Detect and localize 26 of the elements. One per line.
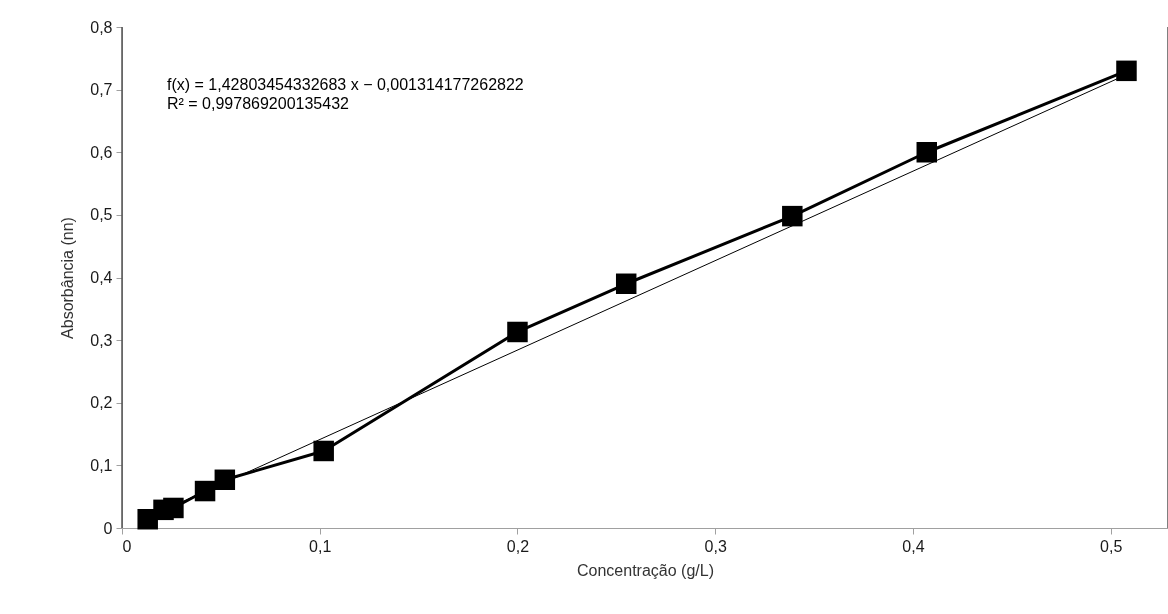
annotation: R² = 0,997869200135432: [167, 95, 350, 112]
y-tick-label: 0,5: [90, 206, 113, 224]
y-tick-label: 0,4: [90, 269, 113, 286]
point: [1116, 60, 1137, 82]
x-tick-label: 0,2: [506, 537, 530, 555]
x-tick-label: 0,1: [309, 537, 332, 555]
point: [916, 142, 938, 163]
point: [163, 497, 184, 519]
y-tick-label: 0,6: [90, 143, 113, 161]
y-tick-label: 0,2: [90, 394, 113, 412]
x-tick-label: 0,4: [902, 537, 925, 555]
y-tick-label: 0,8: [90, 18, 113, 36]
point: [507, 321, 528, 343]
y-tick-label: 0: [103, 519, 113, 537]
y-tick-label: 0,3: [90, 331, 113, 349]
point: [782, 205, 803, 227]
x-tick-label: 0: [122, 537, 132, 555]
annotation: f(x) = 1,42803454332683 x − 0,001314177262822: [167, 76, 524, 93]
x-tick-label: 0,5: [1100, 537, 1123, 555]
y-tick-label: 0,1: [90, 456, 113, 474]
y-axis-title: Absorbância (nn): [59, 217, 77, 339]
point: [615, 273, 637, 295]
x-axis-title: Concentração (g/L): [577, 561, 714, 579]
x-tick-label: 0,3: [704, 537, 727, 555]
y-tick-label: 0,7: [90, 81, 113, 99]
point: [313, 440, 334, 462]
